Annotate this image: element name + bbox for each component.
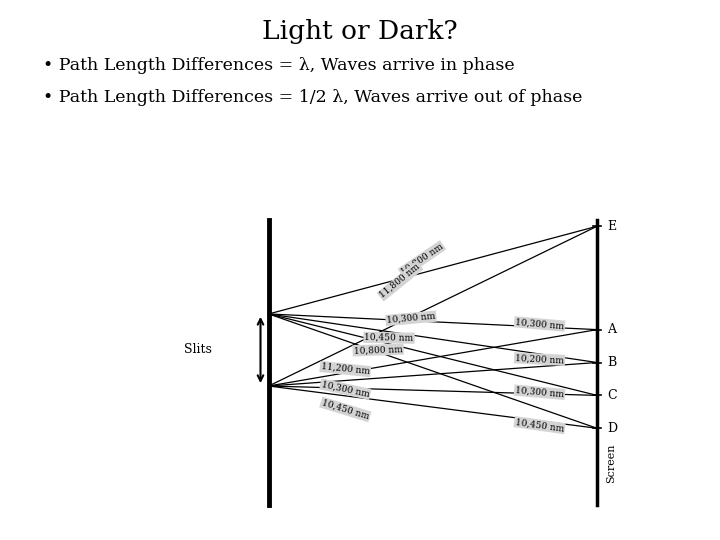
- Text: D: D: [607, 422, 617, 435]
- Text: 10,450 nm: 10,450 nm: [515, 417, 564, 433]
- Text: E: E: [607, 220, 616, 233]
- Text: • Path Length Differences = 1/2 λ, Waves arrive out of phase: • Path Length Differences = 1/2 λ, Waves…: [43, 89, 582, 106]
- Text: C: C: [607, 389, 616, 402]
- Text: 11,200 nm: 11,200 nm: [320, 362, 370, 376]
- Text: 10,200 nm: 10,200 nm: [515, 353, 564, 365]
- Text: Slits: Slits: [184, 343, 212, 356]
- Text: 10,300 nm: 10,300 nm: [515, 318, 564, 330]
- Text: A: A: [607, 323, 616, 336]
- Text: Screen: Screen: [606, 443, 616, 483]
- Text: 10,450 nm: 10,450 nm: [320, 398, 370, 421]
- Text: 10,450 nm: 10,450 nm: [364, 333, 414, 343]
- Text: Light or Dark?: Light or Dark?: [262, 19, 458, 44]
- Text: 10,800 nm: 10,800 nm: [354, 345, 402, 355]
- Text: 10,300 nm: 10,300 nm: [515, 386, 564, 399]
- Text: 10,300 nm: 10,300 nm: [386, 312, 436, 325]
- Text: • Path Length Differences = λ, Waves arrive in phase: • Path Length Differences = λ, Waves arr…: [43, 57, 515, 73]
- Text: 10,300 nm: 10,300 nm: [320, 380, 370, 399]
- Text: 11,800 nm: 11,800 nm: [378, 262, 422, 300]
- Text: 10,800 nm: 10,800 nm: [399, 242, 445, 276]
- Text: B: B: [607, 356, 616, 369]
